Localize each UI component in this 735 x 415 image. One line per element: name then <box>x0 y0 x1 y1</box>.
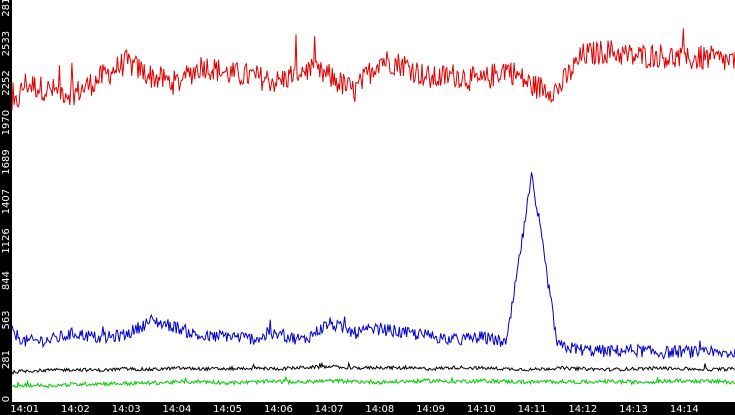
y-tick-label: 844 <box>1 271 12 290</box>
x-tick-label: 14:09 <box>416 404 445 415</box>
y-tick-label: 2252 <box>1 70 12 95</box>
x-tick-label: 14:06 <box>264 404 293 415</box>
x-axis-bar <box>0 402 735 415</box>
y-tick-label: 2533 <box>1 31 12 56</box>
y-tick-label: 563 <box>1 310 12 329</box>
series-line-1 <box>11 28 735 111</box>
y-axis-bar <box>0 0 12 415</box>
x-tick-label: 14:01 <box>10 404 39 415</box>
y-axis-ticks: 0 281 563 844 1126 1407 1689 1970 2252 2533 2815 <box>1 0 12 402</box>
x-tick-label: 14:10 <box>467 404 496 415</box>
x-axis-ticks: 14:01 14:02 14:03 14:04 14:05 14:06 14:07 14:08… <box>10 404 698 415</box>
y-tick-label: 1689 <box>1 149 12 174</box>
y-tick-label: 1970 <box>1 110 12 135</box>
x-tick-label: 14:05 <box>213 404 242 415</box>
y-tick-label: 0 <box>1 396 12 402</box>
x-tick-label: 14:03 <box>112 404 141 415</box>
series-line-3 <box>11 361 735 376</box>
x-tick-label: 14:07 <box>315 404 344 415</box>
x-tick-label: 14:14 <box>670 404 699 415</box>
x-tick-label: 14:13 <box>619 404 648 415</box>
x-tick-label: 14:02 <box>61 404 90 415</box>
series-layer <box>11 28 735 389</box>
x-tick-label: 14:12 <box>568 404 597 415</box>
y-tick-label: 281 <box>1 350 12 369</box>
x-tick-label: 14:04 <box>162 404 191 415</box>
x-tick-label: 14:11 <box>518 404 547 415</box>
series-line-4 <box>11 376 735 389</box>
y-tick-label: 1407 <box>1 189 12 214</box>
x-tick-label: 14:08 <box>365 404 394 415</box>
series-line-2 <box>11 172 735 360</box>
y-tick-label: 2815 <box>1 0 12 17</box>
y-tick-label: 1126 <box>1 228 12 253</box>
